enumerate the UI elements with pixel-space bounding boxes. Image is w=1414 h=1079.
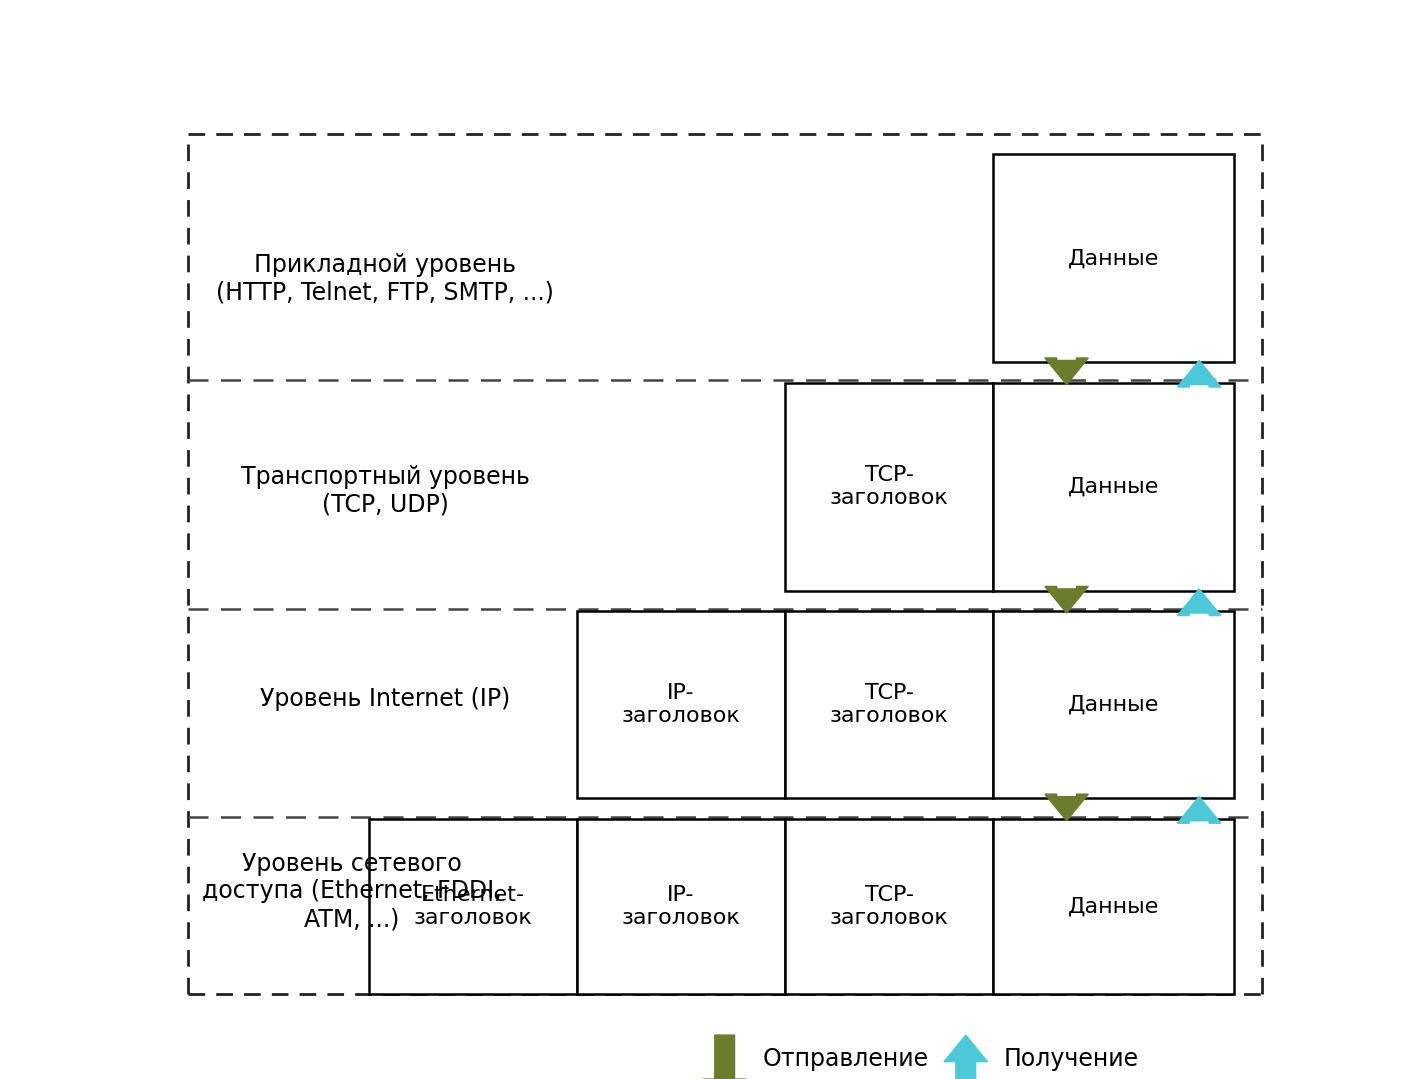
Text: Данные: Данные bbox=[1068, 695, 1159, 714]
FancyArrow shape bbox=[1045, 358, 1089, 384]
Text: TCP-
заголовок: TCP- заголовок bbox=[830, 683, 949, 726]
FancyArrow shape bbox=[1045, 587, 1089, 613]
Text: Уровень Internet (IP): Уровень Internet (IP) bbox=[260, 686, 510, 711]
Text: Получение
пакета: Получение пакета bbox=[1004, 1047, 1140, 1079]
FancyArrow shape bbox=[945, 1035, 987, 1079]
Text: Отправление
пакета: Отправление пакета bbox=[764, 1047, 929, 1079]
Text: Прикладной уровень
(HTTP, Telnet, FTP, SMTP, ...): Прикладной уровень (HTTP, Telnet, FTP, S… bbox=[216, 254, 554, 305]
Bar bbox=[993, 383, 1234, 590]
Bar bbox=[577, 612, 785, 798]
Bar bbox=[993, 819, 1234, 994]
Text: TCP-
заголовок: TCP- заголовок bbox=[830, 465, 949, 508]
Bar bbox=[785, 612, 993, 798]
FancyArrow shape bbox=[703, 1035, 747, 1079]
Bar bbox=[785, 383, 993, 590]
Text: IP-
заголовок: IP- заголовок bbox=[622, 683, 740, 726]
Text: Данные: Данные bbox=[1068, 897, 1159, 916]
Bar bbox=[785, 819, 993, 994]
Text: Уровень сетевого
доступа (Ethernet, FDDI,
ATM, ...): Уровень сетевого доступа (Ethernet, FDDI… bbox=[202, 851, 502, 931]
Text: Ethernet-
заголовок: Ethernet- заголовок bbox=[413, 885, 532, 928]
FancyArrow shape bbox=[1178, 796, 1220, 823]
Bar bbox=[993, 154, 1234, 363]
FancyArrow shape bbox=[1045, 794, 1089, 821]
Bar bbox=[369, 819, 577, 994]
Text: Данные: Данные bbox=[1068, 477, 1159, 496]
Text: TCP-
заголовок: TCP- заголовок bbox=[830, 885, 949, 928]
Text: Транспортный уровень
(TCP, UDP): Транспортный уровень (TCP, UDP) bbox=[240, 465, 529, 517]
Bar bbox=[577, 819, 785, 994]
FancyArrow shape bbox=[1178, 589, 1220, 615]
Bar bbox=[993, 612, 1234, 798]
Text: IP-
заголовок: IP- заголовок bbox=[622, 885, 740, 928]
Text: Данные: Данные bbox=[1068, 248, 1159, 269]
FancyArrow shape bbox=[1178, 360, 1220, 387]
